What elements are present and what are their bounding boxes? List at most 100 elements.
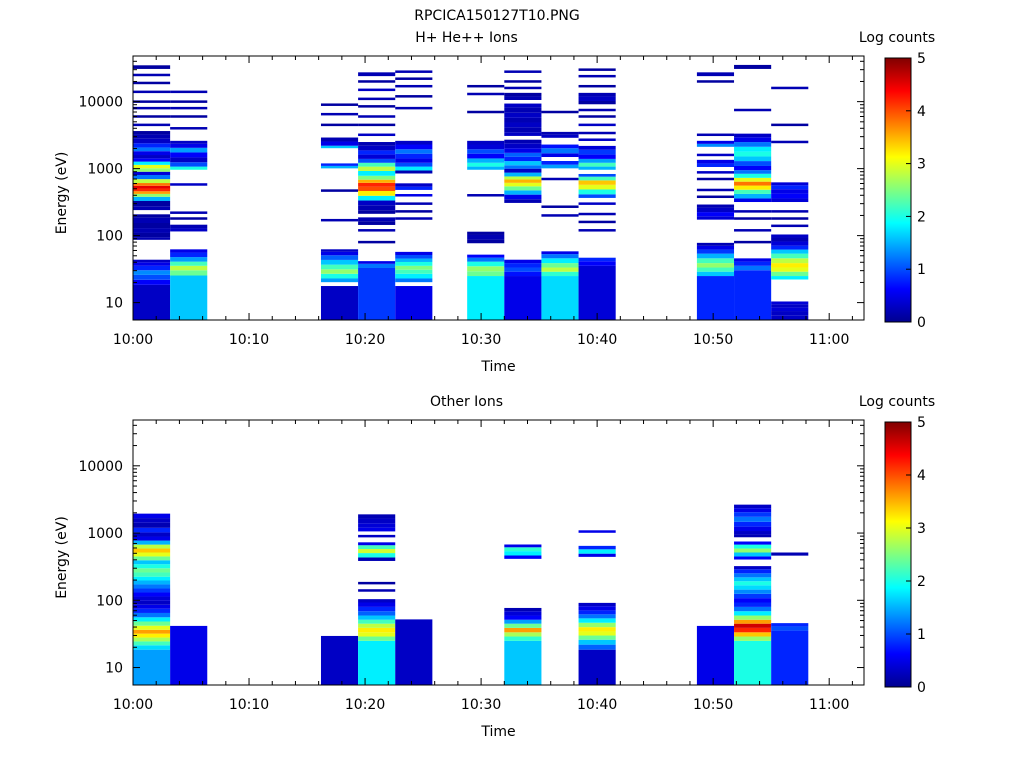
heatmap-cell bbox=[734, 544, 772, 549]
heatmap-cell bbox=[578, 84, 616, 88]
heatmap-cell bbox=[170, 211, 208, 214]
heatmap-cell bbox=[395, 258, 433, 262]
heatmap-cell bbox=[578, 229, 616, 232]
heatmap-cell bbox=[578, 92, 616, 97]
heatmap-cell bbox=[771, 630, 809, 685]
heatmap-cell bbox=[734, 640, 772, 685]
heatmap-cell bbox=[358, 542, 396, 546]
heatmap-cell bbox=[771, 237, 809, 242]
heatmap-cell bbox=[504, 636, 542, 641]
heatmap-cell bbox=[170, 217, 208, 220]
colorbar-label: Log counts bbox=[859, 30, 935, 46]
heatmap-cell bbox=[578, 180, 616, 185]
heatmap-cell bbox=[504, 627, 542, 633]
heatmap-cell bbox=[170, 143, 208, 148]
heatmap-cell bbox=[320, 635, 359, 685]
heatmap-cell bbox=[696, 258, 735, 264]
heatmap-cell bbox=[734, 151, 772, 157]
heatmap-cell bbox=[133, 161, 171, 165]
heatmap-cell bbox=[541, 271, 579, 277]
heatmap-cell bbox=[133, 115, 171, 118]
heatmap-cell bbox=[320, 286, 359, 320]
heatmap-cell bbox=[734, 577, 772, 582]
heatmap-cell bbox=[578, 635, 616, 640]
heatmap-cell bbox=[541, 258, 579, 264]
heatmap-cell bbox=[133, 270, 171, 275]
heatmap-cell bbox=[578, 96, 616, 101]
heatmap-cells bbox=[133, 64, 809, 320]
heatmap-cell bbox=[734, 133, 772, 138]
heatmap-cell bbox=[358, 221, 396, 225]
heatmap-cell bbox=[504, 611, 542, 616]
heatmap-cell bbox=[734, 585, 772, 590]
heatmap-cell bbox=[320, 123, 359, 127]
heatmap-cell bbox=[504, 172, 542, 177]
heatmap-cell bbox=[320, 251, 359, 256]
heatmap-cell bbox=[504, 176, 542, 180]
colorbar-tick-label: 2 bbox=[917, 574, 926, 590]
heatmap-cell bbox=[541, 254, 579, 259]
x-tick-label: 10:40 bbox=[577, 697, 617, 713]
heatmap-cell bbox=[578, 549, 616, 554]
heatmap-cell bbox=[358, 632, 396, 637]
heatmap-cell bbox=[467, 166, 505, 170]
heatmap-cell bbox=[504, 623, 542, 628]
heatmap-cell bbox=[504, 148, 542, 153]
colorbar: Log counts 0 1 2 3 4 5 bbox=[859, 394, 935, 696]
heatmap-cell bbox=[358, 182, 396, 187]
heatmap-cell bbox=[133, 522, 171, 528]
heatmap-cell bbox=[467, 257, 505, 262]
heatmap-cell bbox=[133, 625, 171, 630]
y-tick-label: 10000 bbox=[78, 95, 123, 111]
heatmap-cell bbox=[734, 541, 772, 545]
heatmap-cell bbox=[734, 165, 772, 171]
heatmap-cell bbox=[504, 152, 542, 157]
heatmap-cell bbox=[358, 195, 396, 201]
x-axis: 10:00 10:10 10:20 10:30 10:40 10:50 11:00 Time bbox=[113, 420, 853, 740]
heatmap-cell bbox=[771, 307, 809, 312]
heatmap-cell bbox=[133, 259, 171, 263]
heatmap-cell bbox=[541, 153, 579, 158]
heatmap-cell bbox=[578, 631, 616, 636]
colorbar-tick-label: 0 bbox=[917, 315, 926, 331]
heatmap-cell bbox=[358, 581, 396, 585]
heatmap-cell bbox=[771, 276, 809, 280]
heatmap-cell bbox=[170, 275, 208, 320]
heatmap-cell bbox=[771, 234, 809, 238]
heatmap-cell bbox=[358, 599, 396, 603]
heatmap-cell bbox=[320, 269, 359, 274]
x-tick-label: 10:10 bbox=[229, 697, 269, 713]
heatmap-cell bbox=[541, 134, 579, 138]
heatmap-cell bbox=[358, 105, 396, 108]
heatmap-cell bbox=[734, 593, 772, 599]
heatmap-cell bbox=[320, 278, 359, 283]
heatmap-cell bbox=[578, 639, 616, 645]
heatmap-cell bbox=[133, 596, 171, 601]
heatmap-cell bbox=[734, 556, 772, 560]
heatmap-cell bbox=[771, 185, 809, 190]
heatmap-cell bbox=[170, 261, 208, 266]
heatmap-cell bbox=[696, 212, 735, 217]
heatmap-cell bbox=[578, 602, 616, 607]
heatmap-cell bbox=[734, 521, 772, 527]
heatmap-cell bbox=[504, 112, 542, 118]
heatmap-cell bbox=[504, 96, 542, 100]
heatmap-cell bbox=[133, 265, 171, 271]
heatmap-cell bbox=[504, 199, 542, 203]
heatmap-cell bbox=[771, 267, 809, 272]
heatmap-cell bbox=[696, 163, 735, 167]
heatmap-cell bbox=[541, 267, 579, 272]
x-tick-label: 10:30 bbox=[461, 697, 501, 713]
heatmap-cell bbox=[771, 623, 809, 627]
heatmap-cell bbox=[358, 205, 396, 211]
heatmap-cell bbox=[467, 194, 505, 197]
heatmap-cell bbox=[358, 175, 396, 180]
heatmap-cell bbox=[395, 144, 433, 150]
heatmap-cell bbox=[771, 217, 809, 220]
heatmap-cell bbox=[133, 556, 171, 561]
heatmap-cell bbox=[320, 141, 359, 146]
colorbar-tick-label: 2 bbox=[917, 209, 926, 225]
heatmap-cell bbox=[133, 532, 171, 537]
heatmap-cell bbox=[504, 179, 542, 183]
heatmap-cell bbox=[133, 100, 171, 103]
